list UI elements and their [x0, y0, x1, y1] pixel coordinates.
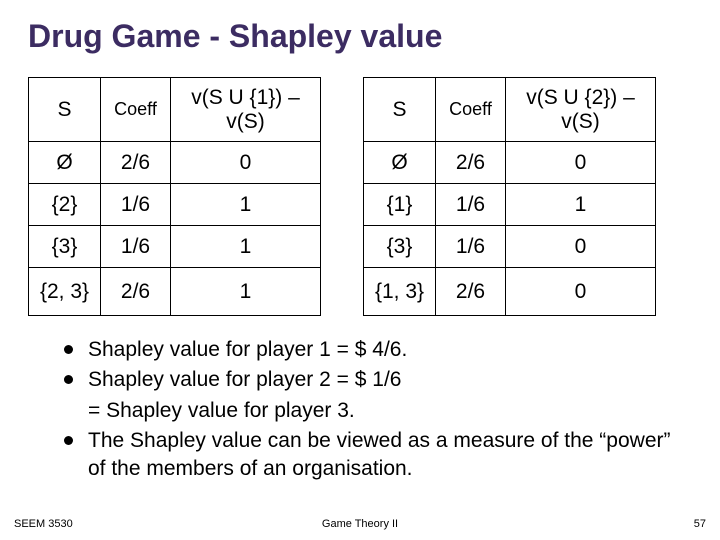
- cell-v: 0: [506, 226, 656, 268]
- cell-v: 1: [171, 226, 321, 268]
- cell-v: 0: [506, 142, 656, 184]
- cell-coeff: 2/6: [436, 142, 506, 184]
- cell-s: {3}: [364, 226, 436, 268]
- cell-s: {2}: [29, 184, 101, 226]
- cell-s: {3}: [29, 226, 101, 268]
- list-item: Shapley value for player 1 = $ 4/6.: [88, 336, 692, 364]
- cell-coeff: 1/6: [436, 184, 506, 226]
- col-s-header: S: [29, 78, 101, 142]
- tables-row: S Coeff v(S U {1}) – v(S) Ø 2/6 0 {2} 1/…: [28, 77, 692, 316]
- page-title: Drug Game - Shapley value: [28, 18, 692, 55]
- cell-s: {1, 3}: [364, 268, 436, 316]
- cell-coeff: 2/6: [101, 268, 171, 316]
- cell-s: {2, 3}: [29, 268, 101, 316]
- list-item: The Shapley value can be viewed as a mea…: [88, 427, 692, 484]
- cell-v: 1: [506, 184, 656, 226]
- cell-coeff: 1/6: [436, 226, 506, 268]
- cell-v: 0: [506, 268, 656, 316]
- cell-coeff: 2/6: [436, 268, 506, 316]
- col-v-header: v(S U {2}) – v(S): [506, 78, 656, 142]
- footer: SEEM 3530 Game Theory II 57: [0, 518, 720, 530]
- cell-s: {1}: [364, 184, 436, 226]
- table-player1: S Coeff v(S U {1}) – v(S) Ø 2/6 0 {2} 1/…: [28, 77, 321, 316]
- table-row: {3} 1/6 0: [364, 226, 656, 268]
- cell-s: Ø: [29, 142, 101, 184]
- table-row: Ø 2/6 0: [29, 142, 321, 184]
- cell-coeff: 1/6: [101, 226, 171, 268]
- list-item: Shapley value for player 2 = $ 1/6: [88, 366, 692, 394]
- slide: Drug Game - Shapley value S Coeff v(S U …: [0, 0, 720, 540]
- cell-v: 1: [171, 184, 321, 226]
- table-row: {2} 1/6 1: [29, 184, 321, 226]
- col-coeff-header: Coeff: [101, 78, 171, 142]
- cell-coeff: 1/6: [101, 184, 171, 226]
- footer-center: Game Theory II: [0, 518, 720, 530]
- cell-v: 1: [171, 268, 321, 316]
- list-item-continuation: = Shapley value for player 3.: [88, 397, 692, 425]
- table-player2: S Coeff v(S U {2}) – v(S) Ø 2/6 0 {1} 1/…: [363, 77, 656, 316]
- table-header-row: S Coeff v(S U {1}) – v(S): [29, 78, 321, 142]
- cell-s: Ø: [364, 142, 436, 184]
- table-header-row: S Coeff v(S U {2}) – v(S): [364, 78, 656, 142]
- col-s-header: S: [364, 78, 436, 142]
- cell-v: 0: [171, 142, 321, 184]
- col-coeff-header: Coeff: [436, 78, 506, 142]
- table-row: Ø 2/6 0: [364, 142, 656, 184]
- table-row: {2, 3} 2/6 1: [29, 268, 321, 316]
- table-row: {1} 1/6 1: [364, 184, 656, 226]
- cell-coeff: 2/6: [101, 142, 171, 184]
- bullet-list: Shapley value for player 1 = $ 4/6. Shap…: [28, 336, 692, 484]
- table-row: {1, 3} 2/6 0: [364, 268, 656, 316]
- table-row: {3} 1/6 1: [29, 226, 321, 268]
- col-v-header: v(S U {1}) – v(S): [171, 78, 321, 142]
